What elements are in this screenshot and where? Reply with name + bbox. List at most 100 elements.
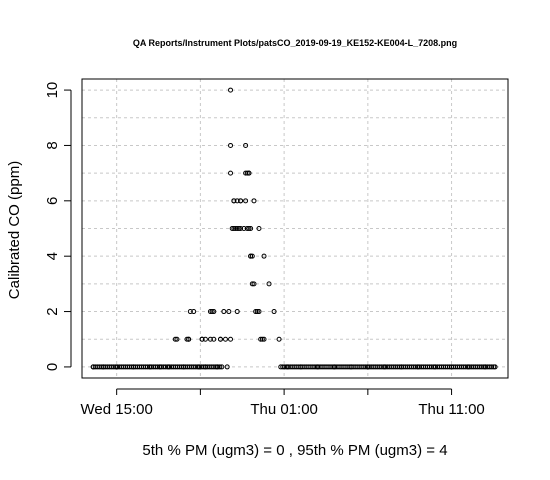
data-point [256, 309, 262, 315]
data-point [196, 364, 202, 370]
data-point [259, 336, 265, 342]
data-point [415, 364, 421, 370]
data-point [228, 142, 234, 148]
data-point [238, 198, 244, 204]
grid-lines [82, 79, 508, 378]
y-tick-label: 8 [44, 141, 61, 149]
data-point [465, 364, 471, 370]
data-point [114, 364, 120, 370]
data-point [199, 336, 205, 342]
data-point [233, 226, 239, 231]
data-point [211, 309, 217, 315]
data-point [228, 87, 234, 93]
data-point [184, 336, 190, 342]
data-point [217, 336, 223, 342]
data-point [492, 364, 498, 370]
data-point [221, 309, 227, 315]
x-axis: Wed 15:00 Thu 01:00 Thu 11:00 [81, 388, 485, 418]
data-point [231, 198, 237, 204]
x-tick-label: Wed 15:00 [81, 401, 153, 418]
data-point [271, 309, 277, 315]
data-point [249, 281, 255, 287]
data-point [266, 281, 272, 287]
data-point [489, 364, 495, 370]
data-point [251, 281, 257, 287]
data-point [243, 142, 249, 148]
data-point [258, 336, 264, 342]
y-tick-label: 10 [44, 82, 61, 99]
data-point [207, 309, 213, 315]
data-point [209, 309, 215, 315]
data-point [228, 170, 234, 176]
x-tick-label: Thu 01:00 [250, 401, 318, 418]
data-point [147, 364, 153, 370]
data-point [256, 226, 262, 231]
y-axis-label: Calibrated CO (ppm) [6, 161, 23, 299]
data-point [261, 253, 267, 259]
data-point [219, 364, 225, 370]
data-point [248, 253, 254, 259]
data-point [191, 309, 197, 315]
data-point [214, 364, 220, 370]
data-point [187, 309, 193, 315]
data-point [229, 226, 235, 231]
data-point [244, 226, 250, 231]
data-point [226, 309, 232, 315]
data-point [186, 336, 192, 342]
data-point [251, 198, 257, 204]
data-point [246, 170, 252, 176]
data-point [348, 364, 354, 370]
data-point [249, 253, 255, 259]
data-point [90, 364, 96, 370]
data-point [248, 226, 254, 231]
data-point [172, 336, 178, 342]
data-point [174, 336, 180, 342]
data-point [254, 309, 260, 315]
y-tick-label: 0 [44, 363, 61, 371]
y-tick-label: 6 [44, 197, 61, 205]
data-point [482, 364, 488, 370]
data-point [228, 336, 234, 342]
data-point [398, 364, 404, 370]
data-point [234, 309, 240, 315]
y-tick-label: 4 [44, 252, 61, 260]
data-point [181, 364, 187, 370]
y-axis: 0 2 4 6 8 10 [44, 82, 72, 371]
x-axis-label: 5th % PM (ugm3) = 0 , 95th % PM (ugm3) =… [142, 442, 447, 459]
data-point [315, 364, 321, 370]
data-point [284, 364, 290, 370]
data-point [244, 170, 250, 176]
chart-title: QA Reports/Instrument Plots/patsCO_2019-… [133, 38, 457, 48]
data-point [202, 336, 208, 342]
data-point [224, 364, 230, 370]
data-point [238, 226, 244, 231]
data-points [90, 87, 498, 370]
data-point [382, 364, 388, 370]
data-point [217, 364, 223, 370]
data-point [253, 309, 259, 315]
data-point [246, 226, 252, 231]
y-tick-label: 2 [44, 307, 61, 315]
data-point [130, 364, 136, 370]
data-point [243, 170, 249, 176]
data-point [298, 364, 304, 370]
data-point [331, 364, 337, 370]
data-point [276, 336, 282, 342]
data-point [365, 364, 371, 370]
data-point [243, 198, 249, 204]
data-point [100, 364, 106, 370]
data-point [234, 226, 240, 231]
data-point [166, 364, 172, 370]
data-point [202, 364, 208, 370]
data-point [234, 198, 240, 204]
plot-frame [81, 78, 509, 379]
data-point [236, 226, 242, 231]
data-point [432, 364, 438, 370]
data-point [261, 336, 267, 342]
data-point [241, 226, 247, 231]
data-point [211, 336, 217, 342]
data-point [207, 336, 213, 342]
data-point [231, 226, 237, 231]
data-point [223, 336, 229, 342]
